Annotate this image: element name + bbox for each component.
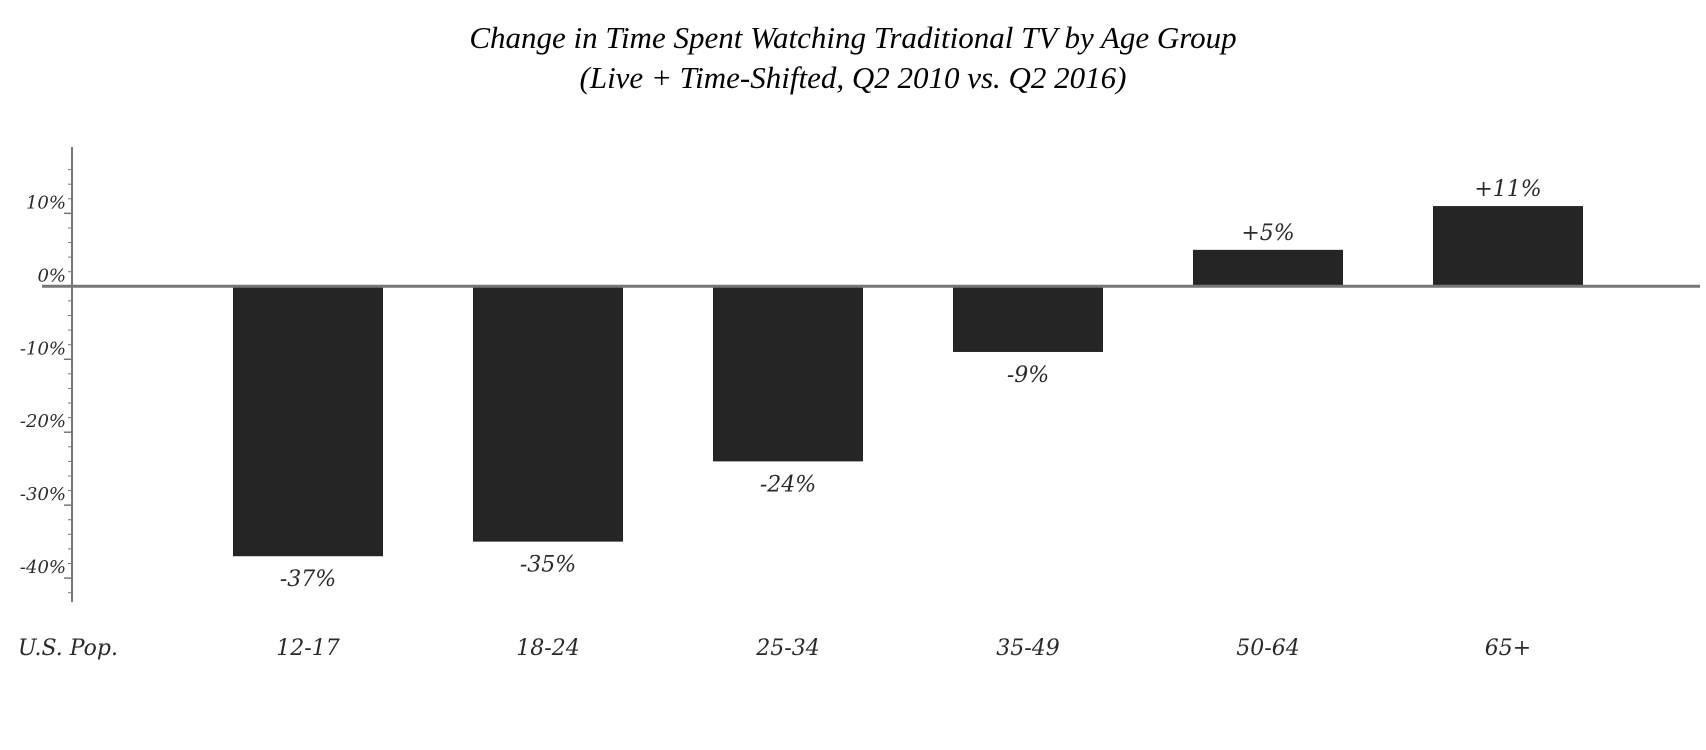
bar: [713, 286, 863, 462]
x-tick-label: 12-17: [276, 636, 339, 661]
y-tick-label: -40%: [20, 557, 66, 578]
data-label: -9%: [1007, 363, 1049, 388]
y-tick-label: 10%: [26, 192, 66, 213]
bar: [953, 286, 1103, 352]
x-tick-label: 50-64: [1236, 636, 1299, 661]
data-label: -24%: [760, 472, 816, 497]
x-tick-label: 35-49: [996, 636, 1059, 661]
chart-title-block: Change in Time Spent Watching Traditiona…: [0, 18, 1706, 98]
y-tick-label: -20%: [20, 411, 66, 432]
data-label: -35%: [520, 553, 576, 578]
data-label: -37%: [280, 567, 336, 592]
y-tick-label: -30%: [20, 484, 66, 505]
x-tick-label: 65+: [1485, 636, 1531, 661]
bar: [233, 286, 383, 557]
chart-subtitle: (Live + Time-Shifted, Q2 2010 vs. Q2 201…: [579, 60, 1127, 95]
x-tick-label: 25-34: [755, 636, 819, 661]
y-tick-label: -10%: [20, 338, 66, 359]
bar: [473, 286, 623, 542]
data-label: +11%: [1474, 177, 1541, 202]
bar: [1433, 206, 1583, 287]
chart-title: Change in Time Spent Watching Traditiona…: [469, 20, 1237, 55]
data-label: +5%: [1241, 221, 1294, 246]
x-tick-label: U.S. Pop.: [18, 636, 118, 661]
y-tick-label: 0%: [37, 265, 66, 286]
bar: [1193, 249, 1343, 287]
x-tick-label: 18-24: [516, 636, 579, 661]
